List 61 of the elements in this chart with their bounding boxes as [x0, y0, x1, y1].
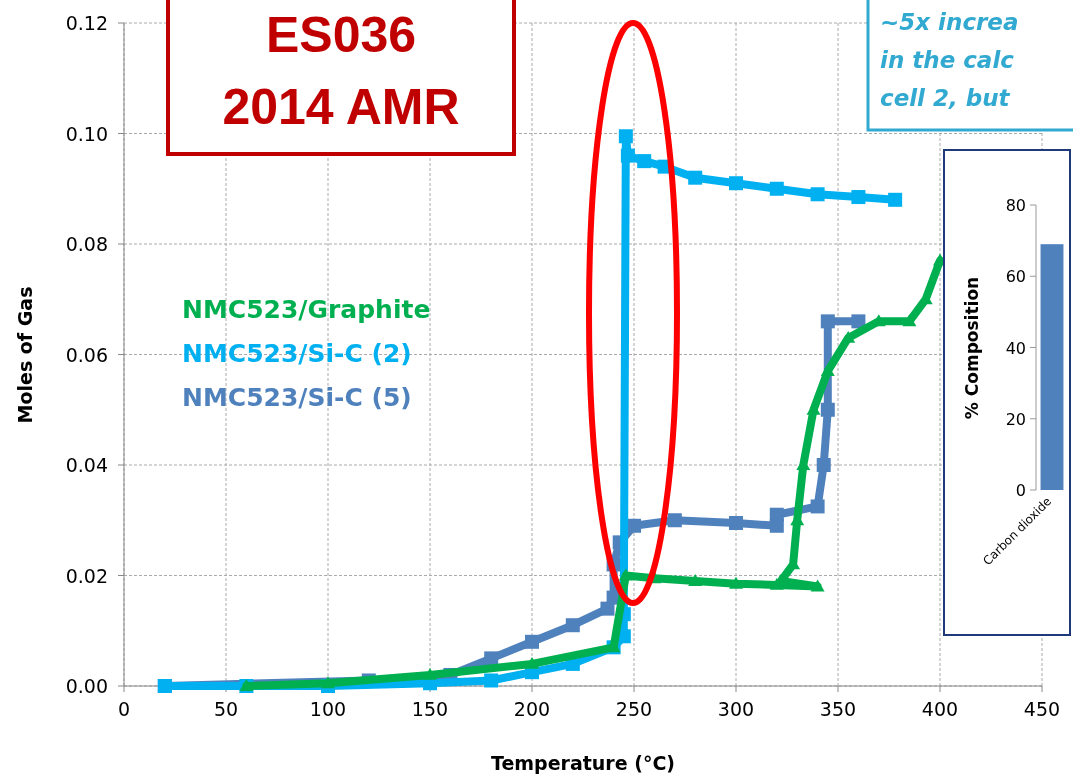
point: [525, 634, 539, 649]
y-tick-label: 0.04: [65, 454, 108, 476]
point: [618, 129, 633, 144]
point: [637, 154, 652, 169]
y-tick-label: 0: [1015, 481, 1026, 500]
y-tick-label: 0.06: [65, 343, 108, 366]
point: [851, 314, 866, 329]
point: [810, 187, 825, 202]
point: [820, 364, 835, 376]
point: [423, 667, 437, 680]
y-tick-label: 60: [1005, 267, 1026, 287]
text: NMC523/Graphite: [182, 295, 431, 324]
x-tick-label: 400: [921, 698, 959, 720]
point: [729, 176, 743, 191]
y-tick-label: 20: [1005, 409, 1026, 429]
text: NMC523/Si-C (2): [182, 339, 412, 368]
point: [484, 673, 499, 688]
point: [841, 330, 856, 343]
point: [565, 618, 580, 633]
point: [321, 676, 335, 689]
annotation: ES036 2014 AMR: [222, 7, 460, 135]
x-tick-label: 250: [615, 698, 653, 720]
point: [484, 651, 499, 666]
point: [810, 579, 825, 592]
y-axis-title: % Composition: [962, 276, 982, 420]
point: [618, 568, 633, 581]
point: [820, 402, 835, 417]
x-tick-label: 350: [819, 698, 857, 720]
point: [688, 574, 703, 586]
x-axis-title: Temperature (°C): [490, 752, 676, 774]
point: [667, 513, 682, 528]
point: [627, 518, 641, 533]
x-tick-label: 0: [117, 698, 131, 720]
x-tick-label: 300: [717, 698, 755, 720]
text: NMC523/Si-C (5): [182, 383, 412, 412]
y-axis-title: Moles of Gas: [14, 286, 36, 424]
y-tick-label: 40: [1005, 338, 1026, 358]
y-tick-label: 0.08: [65, 233, 108, 255]
point: [769, 181, 784, 196]
point: [620, 148, 635, 163]
annotation: ~5x increa in the calc cell 2, but: [880, 9, 1019, 111]
x-tick-label: 100: [309, 698, 347, 720]
x-tick-label: 200: [513, 698, 551, 720]
point: [851, 190, 866, 205]
x-tick-label: 450: [1023, 698, 1061, 720]
y-tick-label: 0.02: [65, 564, 108, 587]
point: [525, 656, 539, 669]
y-tick-label: 80: [1005, 196, 1026, 215]
point: [769, 507, 784, 522]
point: [888, 192, 903, 207]
x-tick-label: 150: [411, 698, 449, 720]
point: [902, 314, 917, 327]
point: [729, 576, 743, 589]
point: [816, 458, 831, 472]
y-tick-label: 0.12: [65, 12, 108, 34]
x-tick-label: 50: [213, 698, 239, 720]
y-tick-label: 0.10: [65, 122, 108, 145]
point: [688, 170, 703, 185]
point: [810, 499, 825, 514]
y-tick-label: 0.00: [65, 675, 108, 697]
point: [820, 314, 835, 329]
